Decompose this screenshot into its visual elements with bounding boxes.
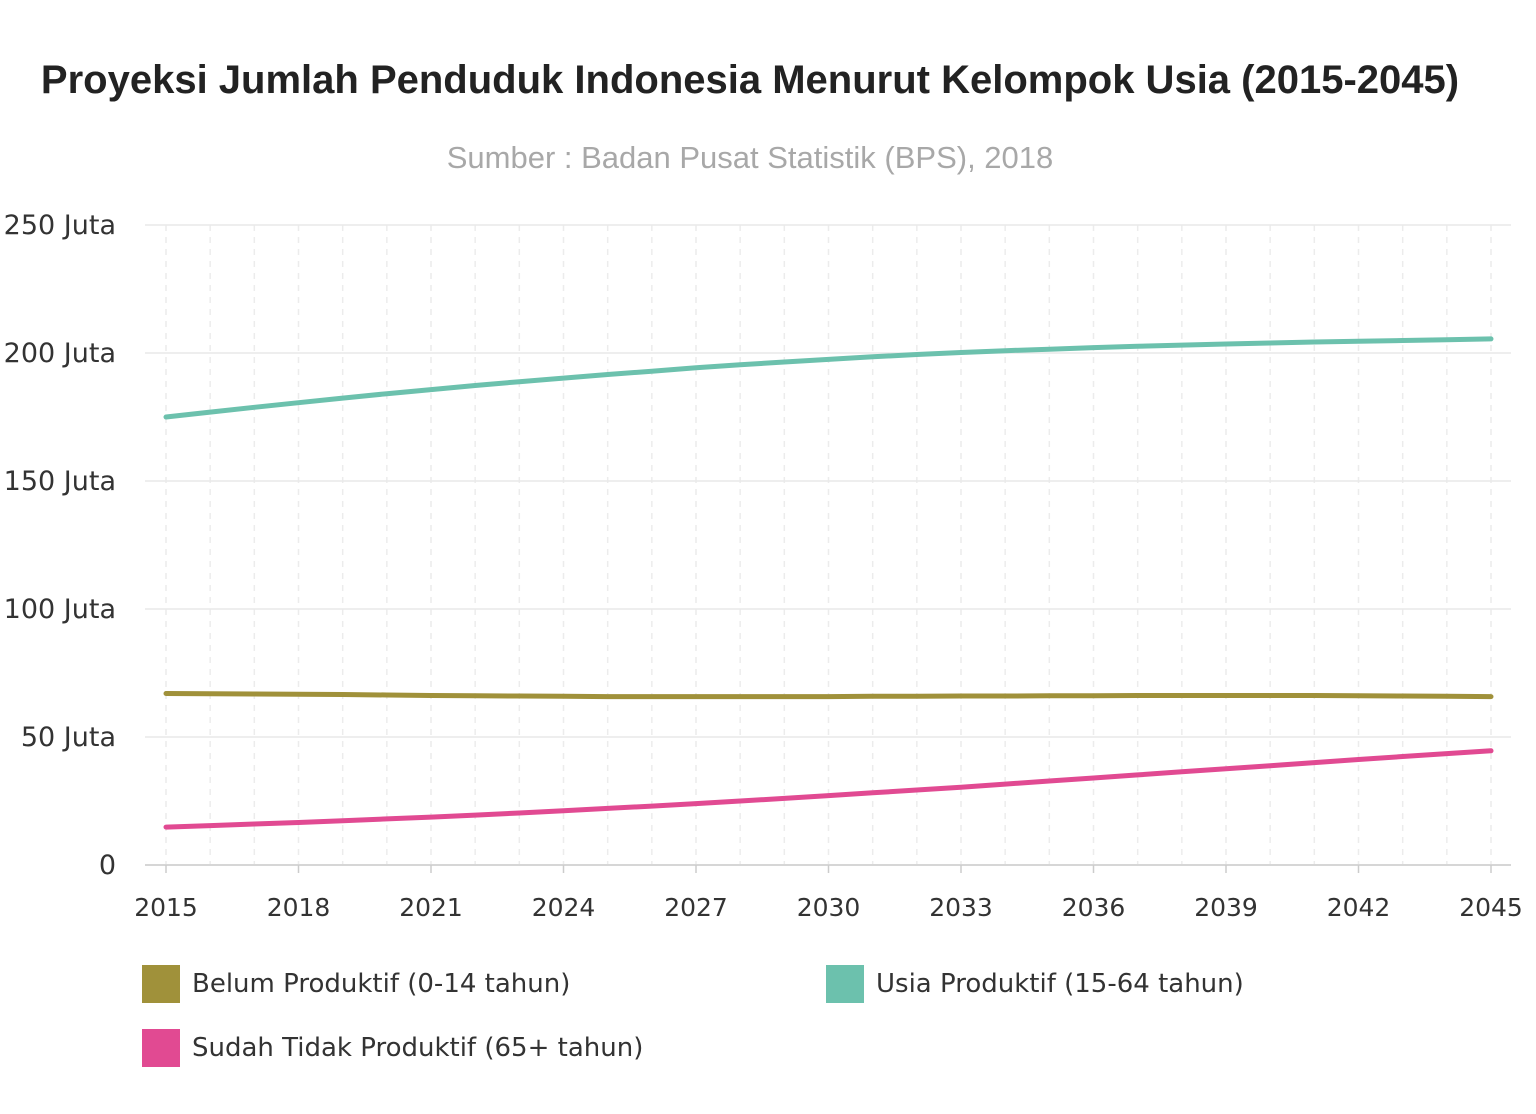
- y-tick-label: 100 Juta: [4, 594, 116, 625]
- legend-item-belum-produktif[interactable]: Belum Produktif (0-14 tahun): [142, 965, 570, 1003]
- legend-item-sudah-tidak-produktif[interactable]: Sudah Tidak Produktif (65+ tahun): [142, 1029, 643, 1067]
- chart-title: Proyeksi Jumlah Penduduk Indonesia Menur…: [40, 58, 1460, 102]
- y-tick-label: 50 Juta: [21, 722, 116, 753]
- x-tick-label: 2015: [134, 893, 198, 922]
- legend-label: Belum Produktif (0-14 tahun): [192, 969, 571, 999]
- x-tick-label: 2018: [267, 893, 331, 922]
- x-tick-label: 2027: [664, 893, 728, 922]
- x-tick-label: 2033: [929, 893, 993, 922]
- y-tick-label: 200 Juta: [4, 338, 116, 369]
- x-tick-label: 2021: [399, 893, 463, 922]
- y-tick-label: 250 Juta: [4, 210, 116, 241]
- x-tick-label: 2042: [1327, 893, 1391, 922]
- y-tick-label: 0: [99, 850, 116, 881]
- line-chart: 0 50 Juta 100 Juta 150 Juta 200 Juta 250 Juta…: [4, 210, 1523, 922]
- legend-swatch: [142, 1029, 180, 1067]
- axes: 0 50 Juta 100 Juta 150 Juta 200 Juta 250 Juta…: [4, 210, 1523, 922]
- series-line-2[interactable]: [163, 748, 1494, 830]
- x-tick-label: 2039: [1194, 893, 1258, 922]
- legend-swatch: [826, 965, 864, 1003]
- x-tick-label: 2024: [532, 893, 596, 922]
- x-tick-label: 2045: [1459, 893, 1523, 922]
- chart-subtitle: Sumber : Badan Pusat Statistik (BPS), 20…: [446, 140, 1054, 175]
- legend-label: Usia Produktif (15-64 tahun): [876, 969, 1244, 999]
- legend-swatch: [142, 965, 180, 1003]
- legend-label: Sudah Tidak Produktif (65+ tahun): [192, 1033, 644, 1063]
- series-line-1[interactable]: [163, 336, 1494, 420]
- x-tick-label: 2030: [797, 893, 861, 922]
- y-tick-label: 150 Juta: [4, 466, 116, 497]
- legend-item-usia-produktif[interactable]: Usia Produktif (15-64 tahun): [826, 965, 1244, 1003]
- series-lines: [163, 336, 1494, 830]
- x-tick-label: 2036: [1062, 893, 1126, 922]
- grid: [145, 224, 1511, 866]
- series-line-0[interactable]: [163, 691, 1494, 700]
